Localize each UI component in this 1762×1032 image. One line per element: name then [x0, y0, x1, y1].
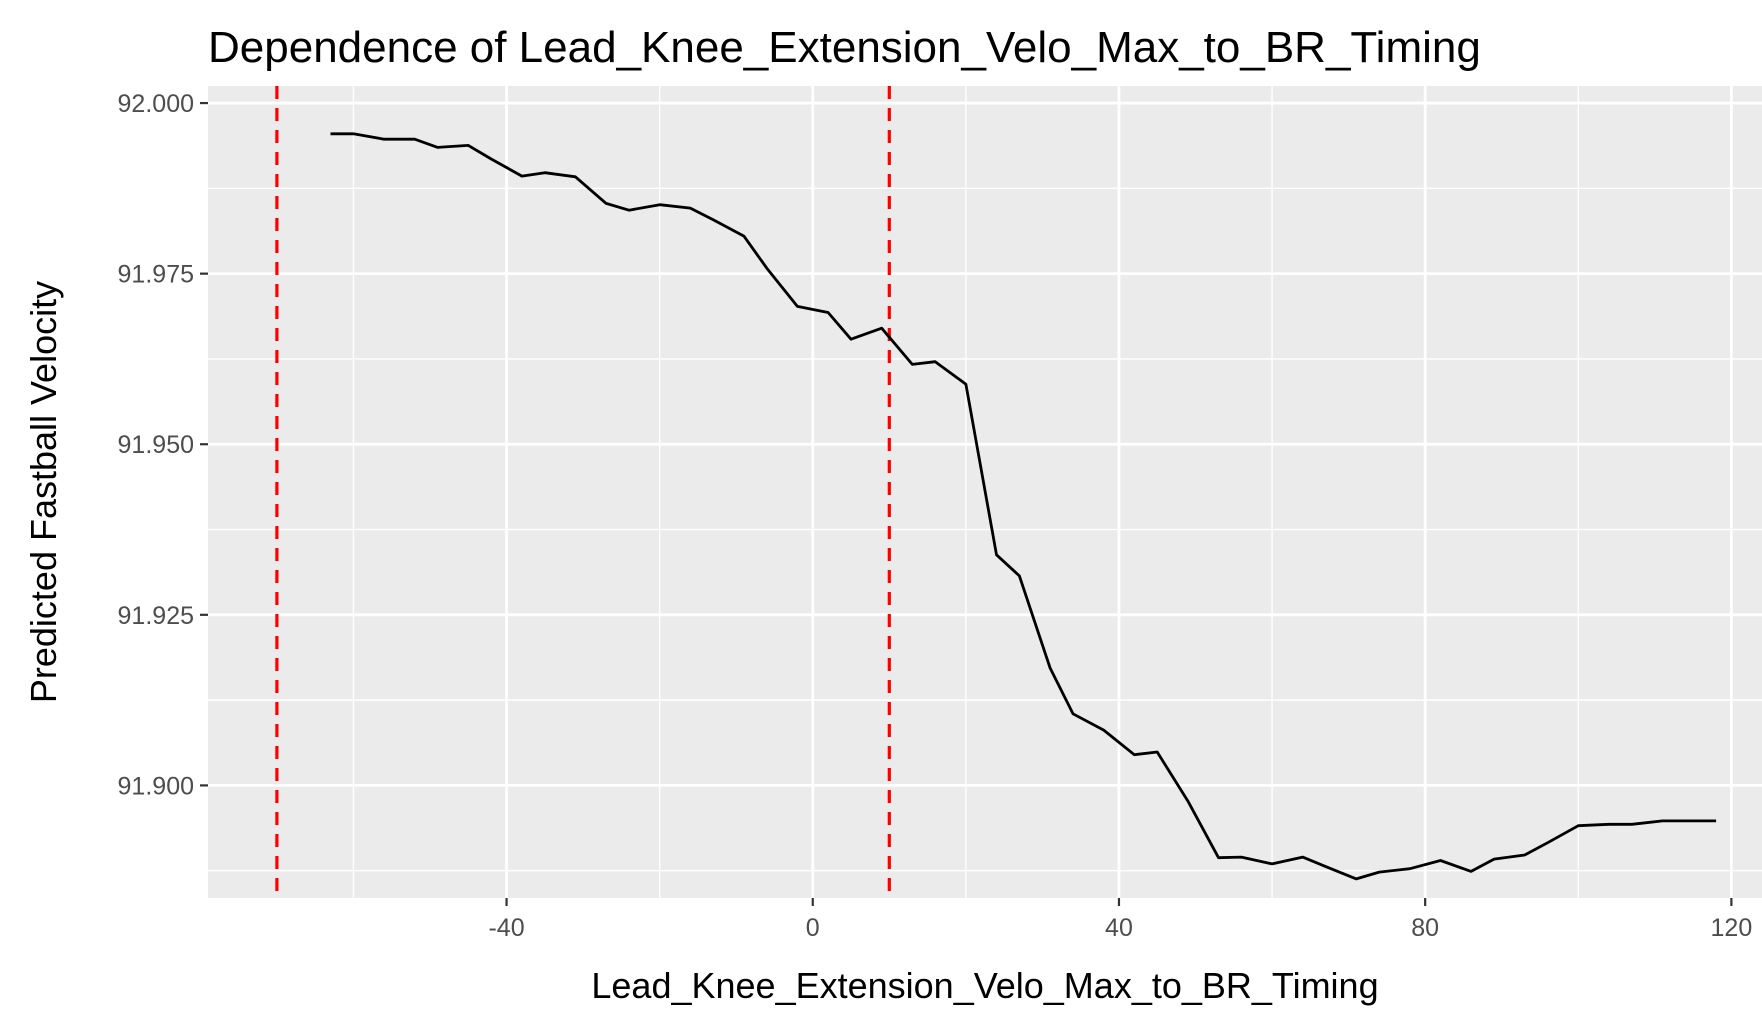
major-grid: [208, 86, 1762, 898]
y-tick-label: 91.925: [118, 602, 194, 630]
y-tick-label: 92.000: [118, 90, 194, 118]
reference-lines: [275, 86, 891, 898]
y-axis-title: Predicted Fastball Velocity: [23, 281, 64, 703]
x-tick-label: -40: [488, 914, 524, 942]
series-line: [330, 132, 1717, 881]
x-axis: -40 0 40 80 120: [488, 898, 1752, 942]
y-tick-label: 91.950: [118, 431, 194, 459]
series-layer: [330, 132, 1717, 881]
x-tick-label: 80: [1411, 914, 1439, 942]
y-tick-label: 91.975: [118, 261, 194, 289]
x-tick-label: 0: [806, 914, 820, 942]
x-axis-title: Lead_Knee_Extension_Velo_Max_to_BR_Timin…: [591, 965, 1378, 1006]
x-tick-label: 40: [1105, 914, 1133, 942]
y-axis: 91.900 91.925 91.950 91.975 92.000: [118, 90, 208, 800]
chart-title: Dependence of Lead_Knee_Extension_Velo_M…: [208, 23, 1481, 72]
x-tick-label: 120: [1711, 914, 1753, 942]
y-tick-label: 91.900: [118, 772, 194, 800]
minor-grid: [208, 86, 1762, 898]
